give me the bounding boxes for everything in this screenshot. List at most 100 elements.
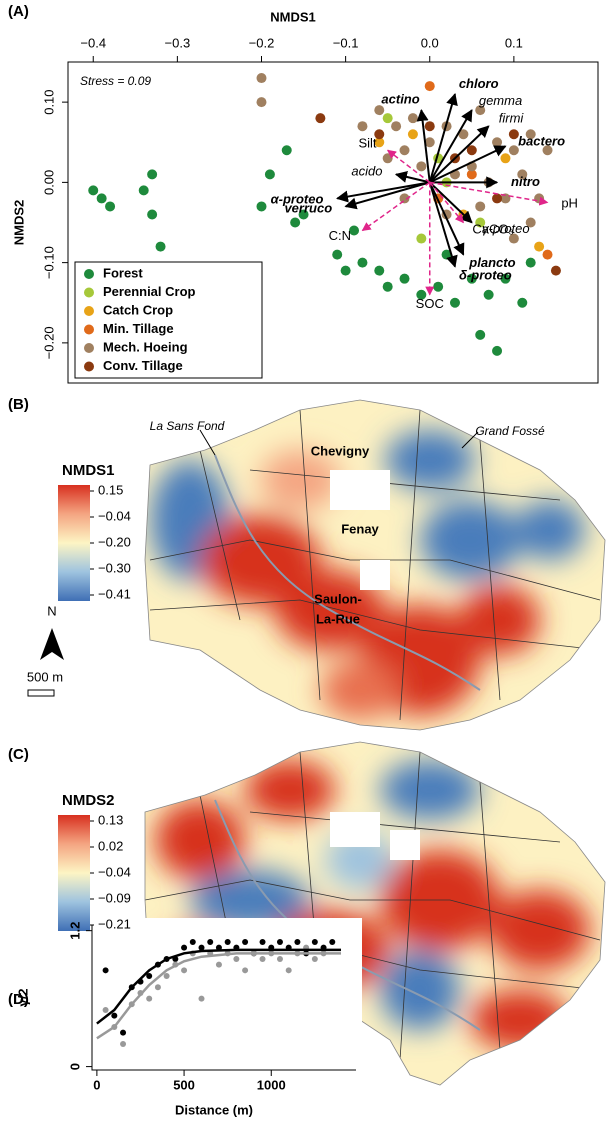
- point: [207, 938, 214, 945]
- x-tick-label: 0.0: [421, 35, 439, 50]
- colorbar-tick-label: 0.02: [98, 838, 123, 853]
- vector-label: actino: [381, 92, 419, 107]
- place-label: La-Rue: [316, 611, 360, 626]
- point: [508, 233, 519, 244]
- vector-label: α-proteo: [271, 192, 324, 207]
- point: [407, 113, 418, 124]
- y-tick-label: 0.00: [41, 170, 56, 195]
- place-label: Chevigny: [311, 443, 370, 458]
- point: [534, 241, 545, 252]
- colorbar-title: NMDS1: [62, 462, 115, 479]
- point: [382, 113, 393, 124]
- vector: [429, 125, 490, 184]
- y-axis-label: NMDS2: [11, 200, 26, 246]
- point: [146, 972, 153, 979]
- vector: [361, 181, 431, 232]
- scale-label: 500 m: [27, 669, 63, 684]
- point: [120, 1029, 127, 1036]
- vector-label: CaCO₃: [472, 222, 513, 237]
- point: [466, 145, 477, 156]
- y-axis-label: γ/2: [15, 988, 30, 1006]
- legend-marker: [84, 343, 94, 353]
- vector-label: γ-proteo: [482, 221, 530, 236]
- point: [458, 129, 469, 140]
- legend-label: Min. Tillage: [103, 321, 174, 336]
- x-tick-label: −0.1: [333, 35, 359, 50]
- vector: [429, 181, 549, 206]
- panel-letter: (C): [8, 746, 29, 763]
- point: [542, 249, 553, 260]
- point: [416, 161, 427, 172]
- colorbar-title: NMDS2: [62, 792, 115, 809]
- vector-label: δ-proteo: [459, 268, 512, 283]
- place-label: Saulon-: [314, 591, 362, 606]
- point: [189, 938, 196, 945]
- point: [449, 297, 460, 308]
- point: [475, 201, 486, 212]
- point: [399, 193, 410, 204]
- colorbar: [58, 485, 90, 601]
- colorbar-tick-label: −0.41: [98, 586, 131, 601]
- point: [276, 955, 283, 962]
- vector-label: plancto: [468, 255, 515, 270]
- x-axis-label: NMDS1: [270, 9, 316, 24]
- y-tick-label: 1.2: [67, 922, 82, 940]
- fit-curve: [96, 948, 342, 1025]
- point: [163, 972, 170, 979]
- point: [155, 241, 166, 252]
- point: [407, 129, 418, 140]
- point: [525, 129, 536, 140]
- legend-label: Mech. Hoeing: [103, 339, 188, 354]
- point: [224, 938, 231, 945]
- colorbar-tick-label: 0.15: [98, 482, 123, 497]
- point: [198, 944, 205, 951]
- legend-marker: [84, 361, 94, 372]
- point: [525, 257, 536, 268]
- vector-label: chloro: [459, 76, 499, 91]
- vector-label: Silt: [358, 136, 376, 151]
- point: [483, 289, 494, 300]
- legend-marker: [84, 287, 94, 298]
- point: [374, 105, 385, 116]
- point: [416, 233, 427, 244]
- point: [475, 217, 486, 228]
- point: [525, 217, 536, 228]
- point: [154, 984, 161, 991]
- x-tick-label: 0: [93, 1077, 100, 1092]
- x-tick-label: −0.3: [165, 35, 191, 50]
- x-axis-label: Distance (m): [175, 1102, 253, 1117]
- point: [311, 938, 318, 945]
- point: [264, 169, 275, 180]
- point: [242, 967, 249, 974]
- colorbar-tick-label: −0.09: [98, 890, 131, 905]
- point: [517, 169, 528, 180]
- colorbar-tick-label: 0.13: [98, 812, 123, 827]
- point: [550, 265, 561, 276]
- vector-label: pH: [561, 196, 578, 211]
- point: [424, 137, 435, 148]
- point: [290, 217, 301, 228]
- point: [311, 955, 318, 962]
- point: [357, 257, 368, 268]
- legend-label: Forest: [103, 265, 143, 280]
- point: [349, 225, 360, 236]
- point: [424, 81, 435, 92]
- colorbar-tick-label: −0.30: [98, 560, 131, 575]
- vector: [336, 181, 430, 203]
- point: [233, 955, 240, 962]
- annotation: Stress = 0.09: [80, 74, 151, 88]
- point: [147, 209, 158, 220]
- x-tick-label: −0.2: [249, 35, 275, 50]
- point: [285, 967, 292, 974]
- vector-label: acido: [351, 163, 382, 178]
- x-tick-label: −0.4: [80, 35, 106, 50]
- legend-marker: [84, 324, 94, 335]
- legend-marker: [84, 269, 94, 279]
- x-tick-label: 1000: [257, 1077, 286, 1092]
- vector: [386, 149, 431, 183]
- point: [508, 129, 519, 140]
- plot-frame: [67, 61, 599, 384]
- x-tick-label: 500: [173, 1077, 195, 1092]
- vector: [429, 181, 464, 224]
